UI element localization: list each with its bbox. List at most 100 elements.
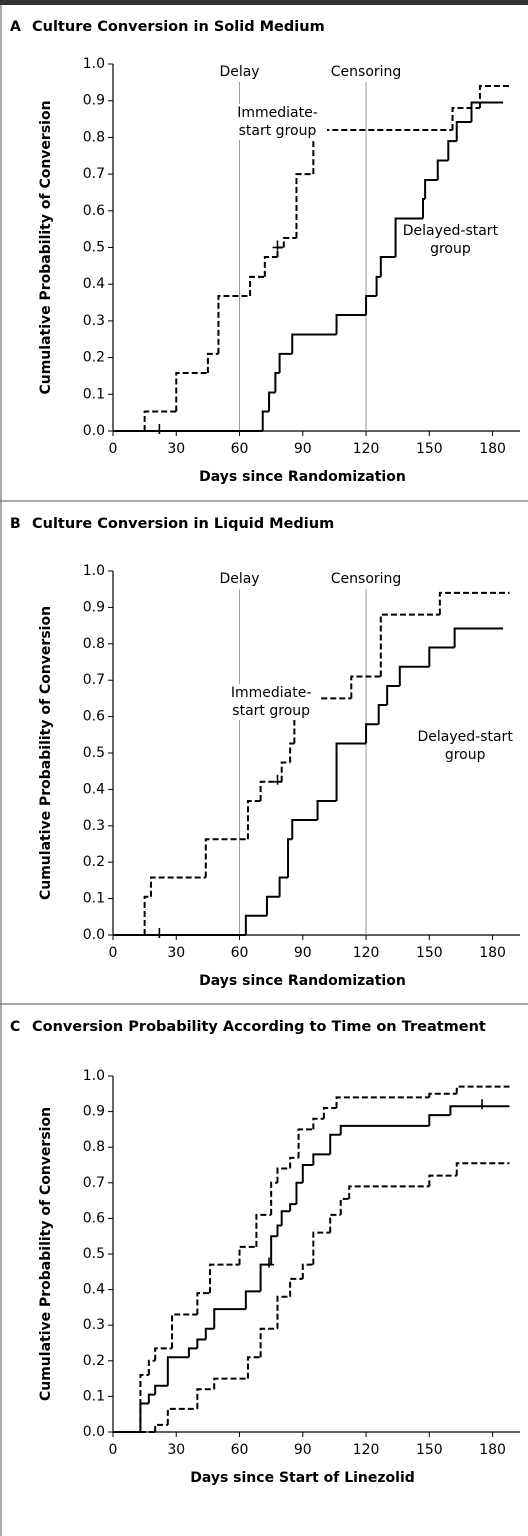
step-segment bbox=[394, 217, 423, 258]
y-tick-label: 0.6 bbox=[83, 203, 105, 219]
step-segment bbox=[209, 1263, 240, 1294]
step-segment bbox=[289, 742, 295, 763]
step-segment bbox=[365, 723, 379, 744]
step-segment bbox=[335, 314, 367, 335]
panel: B Culture Conversion in Liquid Medium0.00… bbox=[10, 516, 520, 989]
step-segment bbox=[455, 120, 472, 142]
y-tick-label: 0.9 bbox=[83, 599, 105, 615]
step-segment bbox=[171, 1313, 198, 1349]
x-tick-label: 180 bbox=[479, 1442, 506, 1458]
x-tick-label: 90 bbox=[294, 945, 312, 961]
step-segment bbox=[312, 1231, 331, 1265]
step-segment bbox=[295, 173, 314, 238]
step-segment bbox=[276, 1224, 282, 1237]
step-segment bbox=[196, 1388, 215, 1409]
step-segment bbox=[375, 275, 381, 296]
step-segment bbox=[297, 1128, 314, 1158]
step-segment bbox=[143, 410, 177, 431]
step-segment bbox=[213, 1377, 248, 1390]
x-tick-label: 60 bbox=[231, 1442, 249, 1458]
x-tick-label: 150 bbox=[416, 945, 443, 961]
reference-label: Censoring bbox=[331, 571, 402, 587]
x-tick-label: 60 bbox=[231, 945, 249, 961]
y-tick-label: 0.3 bbox=[83, 1317, 105, 1333]
y-tick-label: 0.9 bbox=[83, 1104, 105, 1120]
x-tick-label: 180 bbox=[479, 945, 506, 961]
step-segment bbox=[470, 101, 504, 122]
step-segment bbox=[278, 876, 289, 897]
step-segment bbox=[259, 1263, 272, 1292]
x-tick-label: 30 bbox=[167, 1442, 185, 1458]
step-segment bbox=[206, 352, 219, 374]
step-segment bbox=[244, 914, 267, 935]
step-segment bbox=[301, 1164, 314, 1183]
y-tick-label: 1.0 bbox=[83, 563, 105, 579]
step-segment bbox=[149, 876, 206, 897]
x-tick-label: 60 bbox=[231, 441, 249, 457]
step-segment bbox=[154, 1347, 173, 1361]
panel-letter: B bbox=[10, 516, 21, 532]
reference-label: Censoring bbox=[331, 64, 402, 80]
censor-mark bbox=[264, 1257, 275, 1268]
step-segment bbox=[217, 294, 251, 354]
step-segment bbox=[449, 1105, 510, 1116]
step-segment bbox=[147, 1359, 156, 1376]
x-tick-label: 120 bbox=[353, 945, 380, 961]
step-segment bbox=[428, 1174, 457, 1187]
y-axis-label: Cumulative Probability of Conversion bbox=[38, 1107, 54, 1401]
y-tick-label: 0.3 bbox=[83, 818, 105, 834]
step-segment bbox=[204, 838, 248, 878]
y-tick-label: 0.5 bbox=[83, 1246, 105, 1262]
step-segment bbox=[261, 410, 270, 431]
step-segment bbox=[204, 1327, 215, 1340]
step-segment bbox=[213, 1308, 246, 1329]
step-segment bbox=[421, 198, 426, 219]
step-segment bbox=[339, 1124, 430, 1135]
x-tick-label: 120 bbox=[353, 1442, 380, 1458]
step-segment bbox=[274, 372, 280, 393]
step-segment bbox=[329, 1133, 341, 1155]
x-tick-label: 90 bbox=[294, 441, 312, 457]
step-segment bbox=[276, 1295, 291, 1329]
step-segment bbox=[438, 591, 510, 615]
step-segment bbox=[278, 352, 293, 374]
step-segment bbox=[246, 800, 261, 840]
step-segment bbox=[276, 246, 284, 258]
step-segment bbox=[244, 1290, 261, 1310]
x-tick-label: 0 bbox=[109, 945, 118, 961]
step-segment bbox=[322, 1107, 337, 1119]
label-bg bbox=[199, 62, 280, 82]
y-tick-label: 0.8 bbox=[83, 1139, 105, 1155]
y-tick-label: 0.1 bbox=[83, 891, 105, 907]
step-segment bbox=[268, 391, 276, 412]
x-tick-label: 120 bbox=[353, 441, 380, 457]
censor-mark bbox=[154, 928, 165, 938]
censor-mark bbox=[154, 424, 165, 434]
censor-mark bbox=[477, 1099, 488, 1110]
step-segment bbox=[246, 1356, 261, 1379]
step-segment bbox=[270, 1235, 278, 1265]
x-tick-label: 30 bbox=[167, 441, 185, 457]
step-segment bbox=[301, 1263, 314, 1279]
y-tick-label: 0.0 bbox=[83, 1424, 105, 1440]
step-segment bbox=[424, 178, 438, 200]
step-segment bbox=[265, 895, 280, 916]
step-segment bbox=[447, 140, 457, 161]
step-segment bbox=[379, 613, 440, 677]
step-segment bbox=[289, 1277, 303, 1297]
step-segment bbox=[287, 838, 293, 878]
step-segment bbox=[335, 1096, 430, 1109]
label-bg bbox=[326, 62, 407, 82]
step-segment bbox=[291, 333, 337, 354]
y-tick-label: 0.3 bbox=[83, 313, 105, 329]
x-tick-label: 150 bbox=[416, 1442, 443, 1458]
y-tick-label: 1.0 bbox=[83, 56, 105, 72]
y-axis-label: Cumulative Probability of Conversion bbox=[38, 100, 54, 394]
step-segment bbox=[196, 1292, 211, 1315]
censor-mark bbox=[272, 240, 283, 251]
step-segment bbox=[379, 256, 396, 277]
y-tick-label: 0.7 bbox=[83, 1175, 105, 1191]
step-segment bbox=[187, 1347, 198, 1358]
x-tick-label: 90 bbox=[294, 1442, 312, 1458]
